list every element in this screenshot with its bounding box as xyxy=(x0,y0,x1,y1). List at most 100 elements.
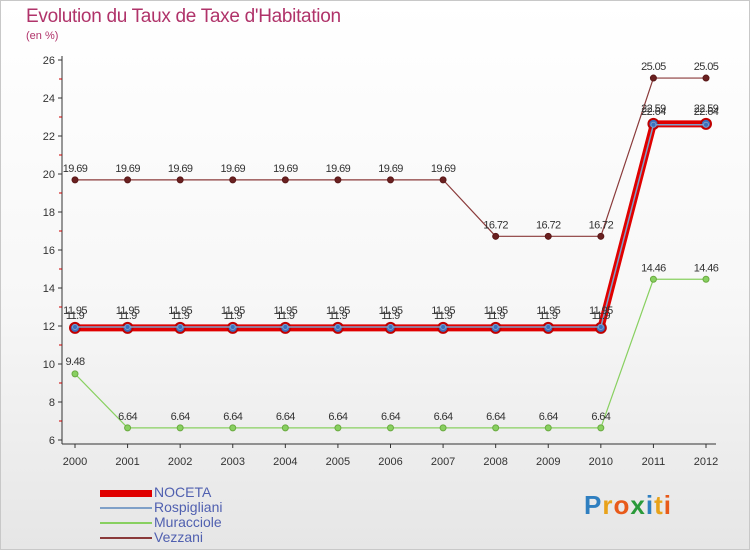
data-label-muracciole: 9.48 xyxy=(65,356,84,368)
data-point-rospigliani xyxy=(72,323,78,330)
proxiti-logo: Proxiti xyxy=(584,490,672,521)
data-point-rospigliani xyxy=(597,323,604,330)
data-label-muracciole: 6.64 xyxy=(539,411,558,423)
data-label-vezzani: 19.69 xyxy=(378,163,403,175)
data-label-rospigliani: 11.95 xyxy=(484,305,508,317)
data-label-muracciole: 14.46 xyxy=(694,262,719,274)
legend-swatch-vezzani xyxy=(100,537,152,539)
y-tick-label: 22 xyxy=(43,131,55,143)
data-point-rospigliani xyxy=(177,323,184,330)
data-label-vezzani: 25.05 xyxy=(641,61,666,73)
data-label-vezzani: 19.69 xyxy=(431,163,456,175)
y-tick-label: 24 xyxy=(43,93,55,105)
data-label-rospigliani: 11.95 xyxy=(116,305,140,317)
x-tick-label: 2004 xyxy=(273,456,297,468)
y-tick-label: 12 xyxy=(43,321,55,333)
x-tick-label: 2011 xyxy=(642,456,666,468)
y-tick-label: 8 xyxy=(49,397,55,409)
data-point-muracciole xyxy=(649,275,657,283)
data-label-vezzani: 19.69 xyxy=(115,163,140,175)
data-label-noceta: 11.9 xyxy=(66,310,85,322)
data-point-vezzani xyxy=(124,176,132,184)
y-tick-label: 10 xyxy=(43,359,55,371)
data-point-rospigliani xyxy=(440,323,447,330)
data-label-muracciole: 6.64 xyxy=(171,411,190,423)
data-label-vezzani: 16.72 xyxy=(589,219,614,231)
data-point-vezzani xyxy=(281,176,289,184)
data-point-muracciole xyxy=(334,424,342,432)
legend-swatch-rospigliani xyxy=(100,507,152,509)
x-tick-label: 2000 xyxy=(63,456,87,468)
logo-letter: x xyxy=(630,490,646,520)
data-point-muracciole xyxy=(702,275,710,283)
data-label-vezzani: 19.69 xyxy=(273,163,298,175)
data-label-rospigliani: 11.95 xyxy=(326,305,350,317)
logo-letter: r xyxy=(602,490,614,520)
legend-label-rospigliani: Rospigliani xyxy=(154,499,223,515)
data-label-rospigliani: 11.95 xyxy=(168,305,192,317)
data-label-noceta: 11.9 xyxy=(276,310,295,322)
data-point-vezzani xyxy=(492,232,500,240)
data-label-muracciole: 6.64 xyxy=(381,411,400,423)
y-tick-label: 18 xyxy=(43,207,55,219)
data-point-muracciole xyxy=(229,424,237,432)
data-point-vezzani xyxy=(544,232,552,240)
x-tick-label: 2010 xyxy=(589,456,613,468)
data-label-rospigliani: 11.95 xyxy=(379,305,403,317)
data-point-muracciole xyxy=(597,424,605,432)
data-label-muracciole: 6.64 xyxy=(276,411,295,423)
chart-axes: 6 8 10 12 14 16 18 20 22 24 26 2000 2001 2002 2003 2004… xyxy=(43,55,718,468)
data-labels-layer: 11.9 11.9 11.9 11.9 11.9 11.9 11.9 11.9 11.9 11.9… xyxy=(63,61,720,423)
data-point-rospigliani xyxy=(282,323,289,330)
data-point-rospigliani xyxy=(545,323,552,330)
data-point-muracciole xyxy=(281,424,289,432)
data-label-rospigliani: 11.95 xyxy=(536,305,560,317)
data-label-noceta: 22.64 xyxy=(694,106,719,118)
data-point-muracciole xyxy=(544,424,552,432)
logo-letter: t xyxy=(654,490,664,520)
x-tick-label: 2003 xyxy=(221,456,245,468)
x-tick-label: 2005 xyxy=(326,456,350,468)
data-label-vezzani: 19.69 xyxy=(326,163,351,175)
data-label-rospigliani: 22.59 xyxy=(694,103,719,115)
data-label-rospigliani: 11.95 xyxy=(431,305,455,317)
data-label-noceta: 11.9 xyxy=(224,310,243,322)
data-label-vezzani: 19.69 xyxy=(220,163,245,175)
x-tick-label: 2012 xyxy=(694,456,718,468)
data-point-rospigliani xyxy=(124,323,131,330)
series-line-vezzani xyxy=(75,77,706,237)
y-tick-label: 14 xyxy=(43,283,55,295)
x-tick-label: 2006 xyxy=(378,456,402,468)
data-point-muracciole xyxy=(124,424,132,432)
data-point-vezzani xyxy=(649,74,657,82)
data-label-noceta: 11.9 xyxy=(329,310,348,322)
data-label-rospigliani: 11.95 xyxy=(221,305,245,317)
data-label-muracciole: 6.64 xyxy=(434,411,453,423)
data-label-noceta: 11.9 xyxy=(539,310,558,322)
logo-letter: i xyxy=(645,490,655,520)
legend-label-muracciole: Muracciole xyxy=(154,514,222,530)
data-label-vezzani: 19.69 xyxy=(63,163,88,175)
y-unit-label: (en %) xyxy=(26,30,59,42)
data-point-rospigliani xyxy=(492,323,499,330)
data-point-vezzani xyxy=(439,176,447,184)
data-label-muracciole: 6.64 xyxy=(328,411,347,423)
x-tick-label: 2007 xyxy=(431,456,455,468)
data-point-muracciole xyxy=(439,424,447,432)
data-label-vezzani: 16.72 xyxy=(536,219,561,231)
legend-swatch-muracciole xyxy=(100,522,152,524)
data-point-vezzani xyxy=(176,176,184,184)
logo-letter: P xyxy=(584,490,603,520)
data-point-vezzani xyxy=(71,176,79,184)
x-tick-label: 2001 xyxy=(115,456,139,468)
y-tick-label: 16 xyxy=(43,245,55,257)
data-label-rospigliani: 11.95 xyxy=(273,305,297,317)
data-point-rospigliani xyxy=(229,323,236,330)
data-label-vezzani: 19.69 xyxy=(168,163,193,175)
logo-letter: o xyxy=(613,490,631,520)
data-point-muracciole xyxy=(387,424,394,432)
data-label-rospigliani: 11.95 xyxy=(589,305,613,317)
legend-swatch-noceta xyxy=(100,490,152,497)
data-point-rospigliani xyxy=(334,323,341,330)
